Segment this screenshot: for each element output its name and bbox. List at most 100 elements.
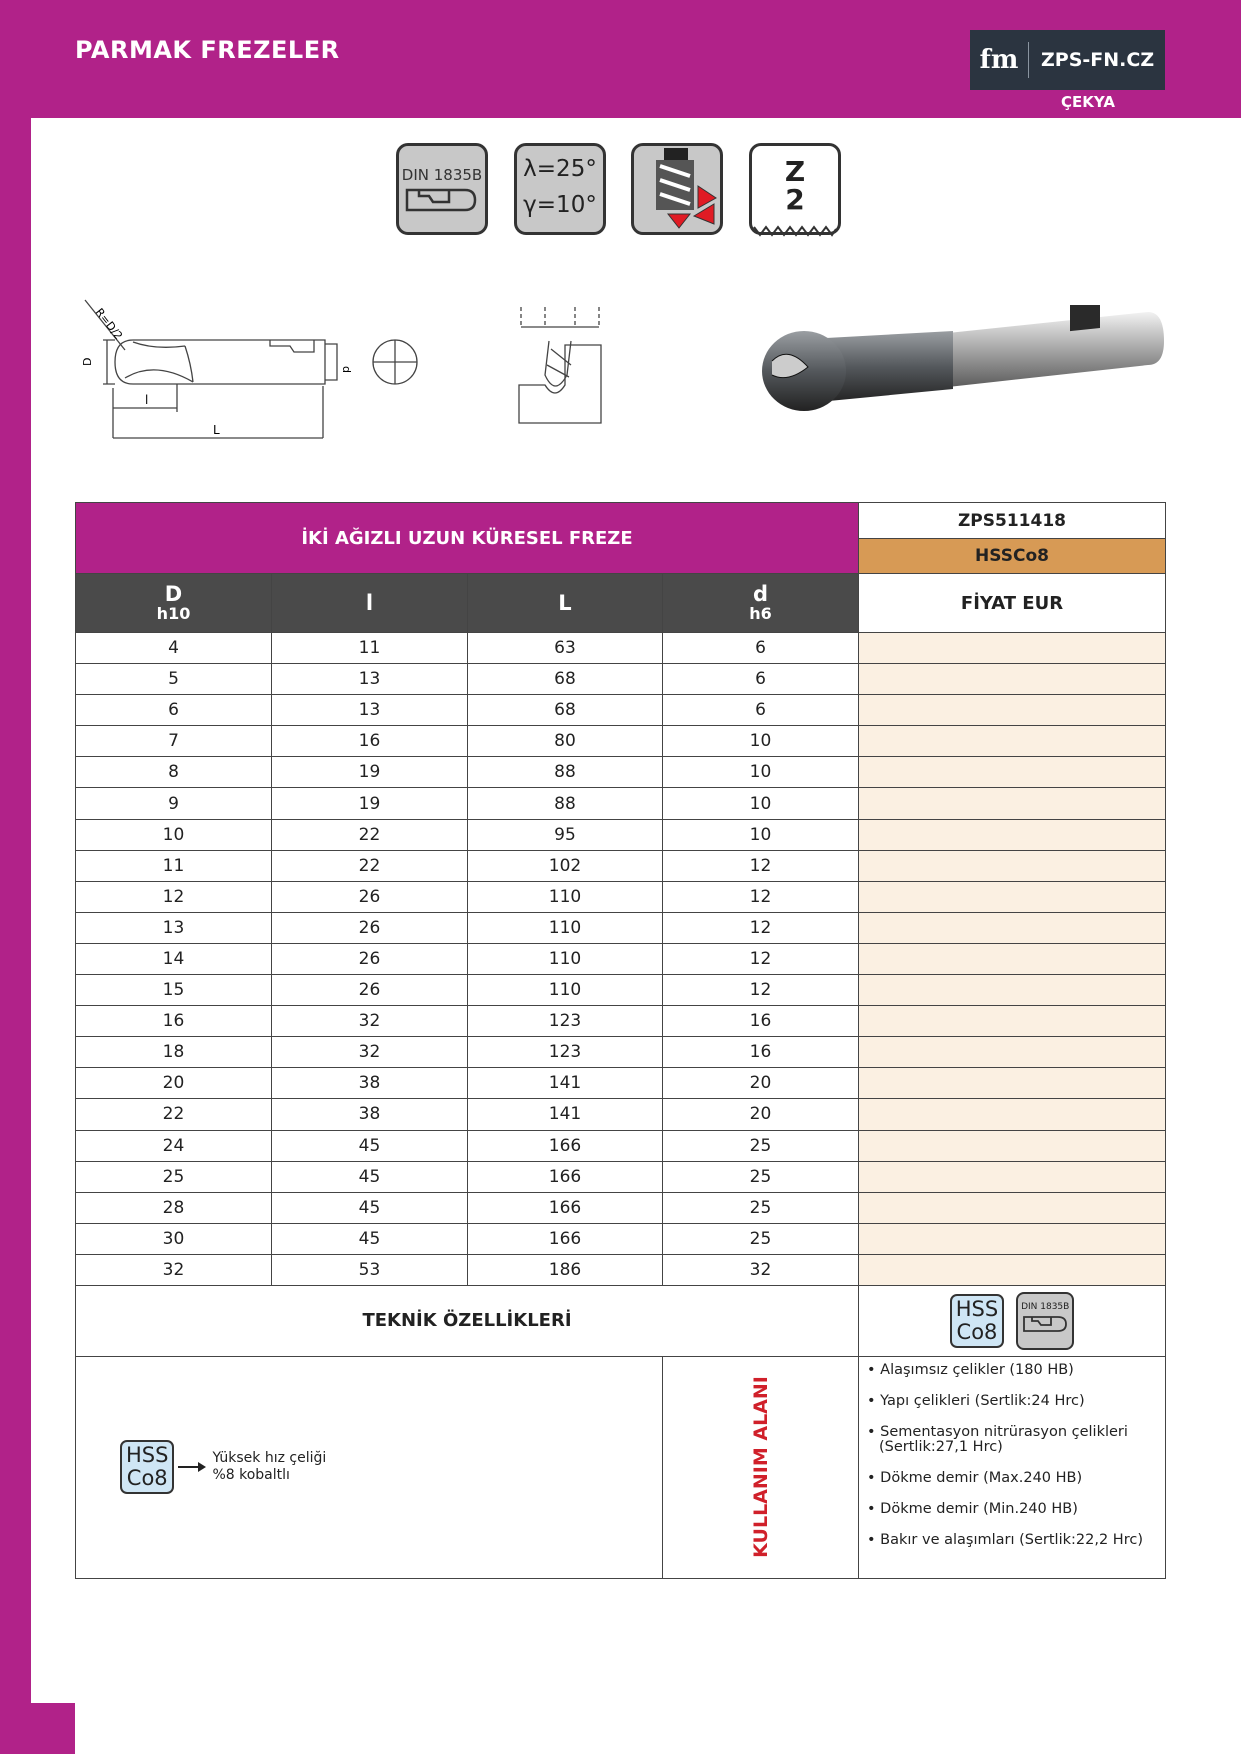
usage-title-cell: KULLANIM ALANI <box>662 1355 859 1579</box>
cell: 20 <box>662 1098 859 1131</box>
cell: 32 <box>662 1253 859 1286</box>
cell: 19 <box>271 787 468 820</box>
arrow-head <box>198 1462 207 1473</box>
cell: 141 <box>467 1098 663 1131</box>
cell: 19 <box>271 756 468 789</box>
cell: 13 <box>271 694 468 727</box>
cell: 141 <box>467 1067 663 1100</box>
din-badge-label: DIN 1835B <box>1021 1301 1070 1312</box>
tool-photo <box>762 305 1164 411</box>
teeth <box>753 225 837 237</box>
cell: 38 <box>271 1067 468 1100</box>
product-code: ZPS511418 <box>858 502 1166 539</box>
price-cell <box>858 1191 1166 1224</box>
L-label: L <box>213 423 220 437</box>
cell: 13 <box>75 911 272 944</box>
table-title: İKİ AĞIZLI UZUN KÜRESEL FREZE <box>75 502 859 574</box>
price-cell <box>858 694 1166 727</box>
cell: 20 <box>662 1067 859 1100</box>
cut-icon <box>631 143 723 235</box>
tech-title: TEKNİK ÖZELLİKLERİ <box>75 1284 859 1357</box>
cell: 8 <box>75 756 272 789</box>
cell: 26 <box>271 942 468 976</box>
usage-item: Alaşımsız çelikler (180 HB) <box>867 1362 1159 1378</box>
cell: 166 <box>467 1160 663 1193</box>
shank-icon <box>405 188 477 212</box>
cell: 24 <box>75 1129 272 1162</box>
cell: 22 <box>271 849 468 882</box>
cell: 12 <box>662 880 859 913</box>
cell: 30 <box>75 1222 272 1255</box>
z-icon: Z 2 <box>749 143 841 237</box>
cell: 45 <box>271 1191 468 1224</box>
cell: 53 <box>271 1253 468 1286</box>
price-cell <box>858 974 1166 1007</box>
material-note-cell: HSS Co8 Yüksek hız çeliği %8 kobaltlı <box>75 1355 663 1579</box>
cell: 14 <box>75 942 272 976</box>
cell: 45 <box>271 1222 468 1255</box>
cell: 25 <box>662 1160 859 1193</box>
data-row: 7 16 80 10 <box>75 725 1166 758</box>
cell: 16 <box>662 1005 859 1038</box>
price-cell <box>858 911 1166 944</box>
cell: 4 <box>75 631 272 665</box>
cell: 68 <box>467 663 663 696</box>
usage-list: Alaşımsız çelikler (180 HB) Yapı çelikler… <box>859 1362 1165 1548</box>
data-row: 15 26 110 12 <box>75 974 1166 1007</box>
z-label: Z <box>784 155 806 188</box>
cell: 28 <box>75 1191 272 1224</box>
z-value: 2 <box>785 183 805 216</box>
data-row: 25 45 166 25 <box>75 1160 1166 1193</box>
cell: 6 <box>75 694 272 727</box>
usage-item: Bakır ve alaşımları (Sertlik:22,2 Hrc) <box>867 1532 1159 1548</box>
note-text: Yüksek hız çeliği %8 kobaltlı <box>212 1450 326 1484</box>
cell: 88 <box>467 756 663 789</box>
data-row: 11 22 102 12 <box>75 849 1166 882</box>
data-row: 18 32 123 16 <box>75 1036 1166 1069</box>
cell: 16 <box>662 1036 859 1069</box>
logo-mark: fm <box>970 42 1029 78</box>
cell: 6 <box>662 631 859 665</box>
usage-item: Dökme demir (Min.240 HB) <box>867 1501 1159 1517</box>
cell: 25 <box>75 1160 272 1193</box>
cell: 123 <box>467 1036 663 1069</box>
cell: 15 <box>75 974 272 1007</box>
cell: 7 <box>75 725 272 758</box>
cell: 25 <box>662 1222 859 1255</box>
usage-item: Dökme demir (Max.240 HB) <box>867 1470 1159 1486</box>
cell: 186 <box>467 1253 663 1286</box>
data-row: 13 26 110 12 <box>75 911 1166 944</box>
data-row: 28 45 166 25 <box>75 1191 1166 1224</box>
data-row: 6 13 68 6 <box>75 694 1166 727</box>
cell: 25 <box>662 1191 859 1224</box>
cell: 12 <box>662 911 859 944</box>
l-label: l <box>145 393 148 407</box>
data-row: 16 32 123 16 <box>75 1005 1166 1038</box>
cell: 6 <box>662 663 859 696</box>
cell: 16 <box>271 725 468 758</box>
price-cell <box>858 1005 1166 1038</box>
column-tolerance: h6 <box>749 604 772 623</box>
tool-drawing: R=D/2 D d l L <box>81 299 418 439</box>
price-cell <box>858 880 1166 913</box>
price-header: FİYAT EUR <box>858 573 1166 633</box>
cell: 25 <box>662 1129 859 1162</box>
footer-block <box>0 1703 75 1754</box>
cell: 10 <box>662 787 859 820</box>
cell: 10 <box>662 725 859 758</box>
column-name: L <box>558 591 572 615</box>
column-name: d <box>752 582 769 606</box>
data-row: 14 26 110 12 <box>75 942 1166 976</box>
usage-title: KULLANIM ALANI <box>749 1376 772 1559</box>
price-cell <box>858 1036 1166 1069</box>
note-line: Yüksek hız çeliği <box>212 1450 327 1467</box>
price-cell <box>858 663 1166 696</box>
shank-icon <box>1023 1316 1068 1332</box>
data-row: 30 45 166 25 <box>75 1222 1166 1255</box>
cell: 26 <box>271 911 468 944</box>
din-icon: DIN 1835B <box>396 143 488 235</box>
data-row: 4 11 63 6 <box>75 631 1166 665</box>
cut-drawing <box>518 307 602 424</box>
cell: 5 <box>75 663 272 696</box>
price-cell <box>858 1129 1166 1162</box>
